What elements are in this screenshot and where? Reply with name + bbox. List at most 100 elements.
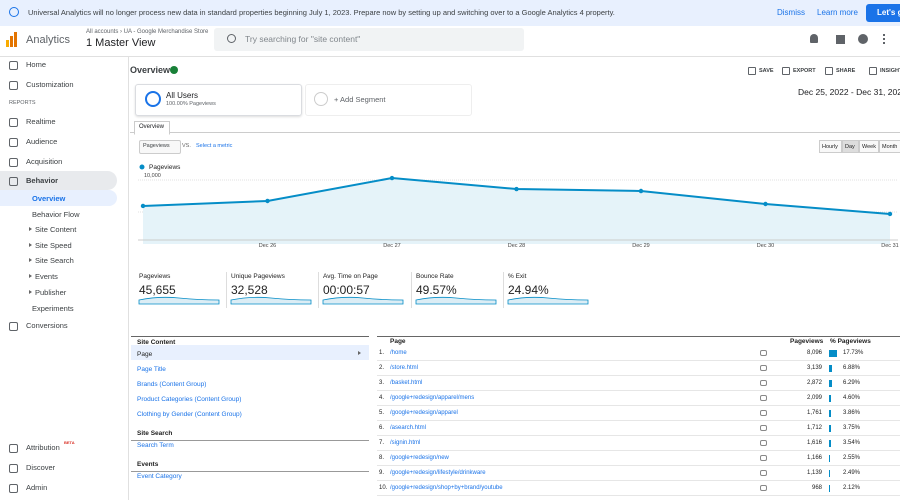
dimension-link[interactable]: Event Category [137, 473, 182, 480]
sidebar-item[interactable]: Attribution [26, 443, 60, 452]
sidebar-item[interactable]: Behavior [26, 176, 59, 185]
col-header: Page [390, 338, 406, 345]
sidebar-item[interactable]: Home [26, 60, 47, 69]
row-line [377, 435, 900, 436]
tab-label[interactable]: Overview [139, 124, 165, 130]
page-link[interactable]: /google+redesign/lifestyle/drinkware [390, 470, 486, 476]
link-icon[interactable] [760, 470, 767, 476]
dimension-link[interactable]: Search Term [137, 442, 174, 449]
granularity-button[interactable] [842, 140, 859, 153]
x-tick-label: Dec 27 [383, 243, 400, 249]
page-link[interactable]: /google+redesign/new [390, 455, 449, 461]
breadcrumb[interactable]: All accounts › UA - Google Merchandise S… [86, 29, 209, 35]
granularity-button[interactable] [859, 140, 879, 153]
pct: 6.29% [843, 380, 861, 386]
metric-dropdown-label[interactable]: Pageviews [143, 143, 170, 149]
page-link[interactable]: /google+redesign/apparel [390, 410, 458, 416]
link-icon[interactable] [760, 365, 767, 371]
info-icon [9, 7, 19, 17]
sidebar-item[interactable]: Acquisition [26, 157, 63, 166]
sidebar-item[interactable]: Realtime [26, 117, 56, 126]
date-range[interactable]: Dec 25, 2022 - Dec 31, 2022 [798, 87, 900, 97]
sidebar-item[interactable]: Customization [26, 80, 74, 89]
action-icon[interactable] [869, 67, 877, 75]
link-icon[interactable] [760, 395, 767, 401]
dimension-link[interactable]: Brands (Content Group) [137, 381, 207, 388]
action[interactable]: EXPORT [793, 68, 816, 74]
more-icon[interactable] [883, 34, 887, 44]
bell-icon[interactable] [810, 34, 818, 43]
segment-card[interactable] [135, 84, 302, 116]
sidebar-item[interactable]: Overview [32, 194, 66, 203]
selected-row [131, 345, 369, 360]
sidebar-item[interactable]: Site Speed [35, 241, 72, 250]
select-metric[interactable]: Select a metric [196, 143, 233, 149]
granularity-button[interactable] [879, 140, 900, 153]
sidebar-item[interactable]: Audience [26, 137, 58, 146]
metric-value: 32,528 [231, 283, 268, 297]
page-link[interactable]: /store.html [390, 365, 419, 371]
rule [131, 471, 369, 472]
sidebar-item[interactable]: Behavior Flow [32, 210, 80, 219]
sidebar-item[interactable]: Publisher [35, 288, 67, 297]
dimension-link[interactable]: Page Title [137, 366, 166, 373]
rule [131, 440, 369, 441]
x-tick-label: Dec 29 [632, 243, 649, 249]
add-segment[interactable]: + Add Segment [334, 95, 386, 104]
sidebar-item[interactable]: Experiments [32, 304, 74, 313]
metric-dropdown[interactable] [139, 140, 181, 154]
link-icon[interactable] [760, 485, 767, 491]
action-icon[interactable] [748, 67, 756, 75]
search-box[interactable] [214, 28, 524, 51]
view-selector[interactable]: 1 Master View [86, 37, 156, 49]
page-link[interactable]: /basket.html [390, 380, 423, 386]
link-icon[interactable] [760, 455, 767, 461]
apps-icon[interactable] [836, 35, 845, 44]
page-link[interactable]: /asearch.html [390, 425, 427, 431]
tab[interactable] [134, 121, 170, 135]
pageviews: 1,616 [806, 440, 822, 446]
page-link[interactable]: /google+redesign/apparel/mens [390, 395, 475, 401]
help-icon[interactable] [858, 34, 868, 44]
dimension-link[interactable]: Page [137, 351, 153, 358]
sidebar-item: REPORTS [9, 100, 36, 106]
link-icon[interactable] [760, 410, 767, 416]
granularity-label[interactable]: Week [862, 144, 876, 150]
rank: 1. [379, 350, 385, 356]
sidebar-item[interactable]: Site Search [35, 256, 74, 265]
page-link[interactable]: /home [390, 350, 407, 356]
sidebar-item[interactable]: Discover [26, 463, 56, 472]
page-link[interactable]: /signin.html [390, 440, 421, 446]
page-link[interactable]: /google+redesign/shop+by+brand/youtube [390, 485, 503, 491]
dimension-link[interactable]: Clothing by Gender (Content Group) [137, 411, 242, 418]
dimension-link[interactable]: Product Categories (Content Group) [137, 396, 242, 403]
metric-label: Bounce Rate [416, 273, 454, 280]
action-icon[interactable] [782, 67, 790, 75]
add-segment-card[interactable] [305, 84, 472, 116]
rank: 3. [379, 380, 385, 386]
sidebar-item[interactable]: Events [35, 272, 58, 281]
action[interactable]: SAVE [759, 68, 774, 74]
link-icon[interactable] [760, 380, 767, 386]
point [265, 198, 270, 204]
granularity-button[interactable] [819, 140, 842, 153]
link-icon[interactable] [760, 425, 767, 431]
granularity-label[interactable]: Month [882, 144, 898, 150]
action[interactable]: SHARE [836, 68, 856, 74]
metric-value: 24.94% [508, 283, 549, 297]
sidebar-item[interactable]: Conversions [26, 321, 68, 330]
sidebar-item[interactable]: Site Content [35, 225, 77, 234]
learn-more[interactable]: Learn more [817, 8, 858, 17]
dismiss[interactable]: Dismiss [777, 8, 805, 17]
granularity-label[interactable]: Hourly [822, 144, 838, 150]
go-button[interactable] [866, 4, 900, 22]
link-icon[interactable] [760, 440, 767, 446]
action-icon[interactable] [825, 67, 833, 75]
link-icon[interactable] [760, 350, 767, 356]
sidebar-active-item [0, 190, 117, 206]
go-label[interactable]: Let's go [877, 8, 900, 17]
granularity-label[interactable]: Day [845, 144, 855, 150]
sidebar-item[interactable]: Admin [26, 483, 48, 492]
action[interactable]: INSIGHTS [880, 68, 900, 74]
search-placeholder[interactable]: Try searching for "site content" [245, 34, 361, 44]
